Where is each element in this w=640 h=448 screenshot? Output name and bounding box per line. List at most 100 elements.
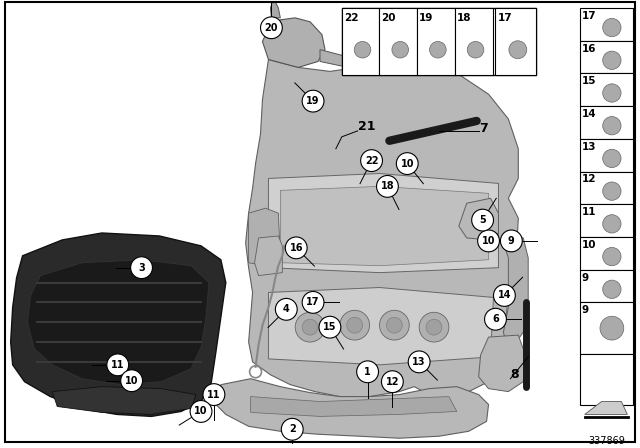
Text: 5: 5	[479, 215, 486, 225]
Bar	[580, 8, 634, 41]
Polygon shape	[262, 18, 325, 67]
Bar	[580, 41, 634, 73]
Text: 9: 9	[582, 306, 589, 315]
Circle shape	[319, 316, 341, 338]
Bar	[580, 270, 634, 302]
Bar	[455, 8, 493, 75]
Text: 17: 17	[307, 297, 320, 307]
Polygon shape	[248, 208, 280, 266]
Circle shape	[603, 51, 621, 69]
Text: 9: 9	[508, 236, 515, 246]
Circle shape	[376, 176, 398, 197]
Text: 13: 13	[582, 142, 596, 152]
Polygon shape	[320, 50, 419, 71]
Polygon shape	[216, 379, 488, 438]
Circle shape	[396, 153, 418, 174]
Text: 13: 13	[412, 357, 426, 367]
Polygon shape	[246, 57, 518, 396]
Circle shape	[387, 317, 403, 333]
Circle shape	[603, 215, 621, 233]
Circle shape	[500, 230, 522, 252]
Bar	[417, 8, 455, 75]
Text: 12: 12	[582, 174, 596, 185]
Text: 19: 19	[419, 13, 433, 23]
Circle shape	[203, 383, 225, 405]
Polygon shape	[268, 288, 493, 365]
Text: 10: 10	[195, 406, 208, 417]
Circle shape	[603, 280, 621, 298]
Bar	[580, 354, 634, 405]
Text: 18: 18	[457, 13, 471, 23]
Circle shape	[472, 209, 493, 231]
Circle shape	[426, 319, 442, 335]
Text: 10: 10	[125, 376, 138, 386]
Polygon shape	[11, 233, 226, 416]
Text: 17: 17	[497, 13, 512, 23]
Polygon shape	[271, 2, 280, 18]
Circle shape	[600, 316, 624, 340]
Circle shape	[302, 319, 318, 335]
Text: 15: 15	[582, 76, 596, 86]
Text: 8: 8	[510, 368, 519, 381]
Circle shape	[477, 230, 499, 252]
Circle shape	[131, 257, 152, 279]
Circle shape	[275, 298, 297, 320]
Circle shape	[190, 401, 212, 422]
Circle shape	[340, 310, 369, 340]
Circle shape	[493, 284, 515, 306]
Circle shape	[302, 90, 324, 112]
Polygon shape	[479, 335, 526, 392]
Bar	[342, 8, 536, 75]
Polygon shape	[28, 260, 209, 385]
Circle shape	[356, 361, 378, 383]
Bar	[580, 204, 634, 237]
Text: 21: 21	[358, 121, 375, 134]
Circle shape	[509, 41, 527, 59]
Bar	[342, 8, 380, 75]
Bar	[580, 106, 634, 139]
Circle shape	[484, 308, 506, 330]
Circle shape	[282, 418, 303, 440]
Text: 19: 19	[307, 96, 320, 106]
Circle shape	[603, 182, 621, 200]
Text: 15: 15	[323, 322, 337, 332]
Text: 11: 11	[207, 390, 221, 400]
Polygon shape	[268, 173, 499, 273]
Bar	[580, 172, 634, 204]
Text: 22: 22	[344, 13, 358, 23]
Polygon shape	[504, 233, 528, 345]
Text: 4: 4	[283, 304, 290, 314]
Circle shape	[260, 17, 282, 39]
Circle shape	[603, 149, 621, 168]
Polygon shape	[459, 198, 499, 240]
Circle shape	[381, 371, 403, 392]
Text: 11: 11	[582, 207, 596, 217]
Circle shape	[121, 370, 143, 392]
Text: 20: 20	[265, 23, 278, 33]
Circle shape	[419, 312, 449, 342]
Circle shape	[380, 310, 409, 340]
Bar	[580, 237, 634, 270]
Text: 16: 16	[582, 43, 596, 54]
Text: 10: 10	[401, 159, 414, 168]
Circle shape	[392, 42, 408, 58]
Polygon shape	[52, 387, 196, 414]
Text: 18: 18	[381, 181, 394, 191]
Text: 10: 10	[482, 236, 495, 246]
Circle shape	[347, 317, 363, 333]
Circle shape	[361, 150, 383, 172]
Text: 16: 16	[289, 243, 303, 253]
Circle shape	[355, 42, 371, 58]
Text: 12: 12	[386, 377, 399, 387]
Text: 1: 1	[364, 367, 371, 377]
Polygon shape	[255, 236, 282, 276]
Text: 2: 2	[289, 424, 296, 434]
Polygon shape	[280, 186, 488, 266]
Text: 14: 14	[582, 109, 596, 119]
Circle shape	[285, 237, 307, 259]
Circle shape	[408, 351, 430, 373]
Circle shape	[302, 292, 324, 313]
Bar	[580, 139, 634, 172]
Circle shape	[603, 18, 621, 37]
Text: 17: 17	[582, 11, 596, 21]
